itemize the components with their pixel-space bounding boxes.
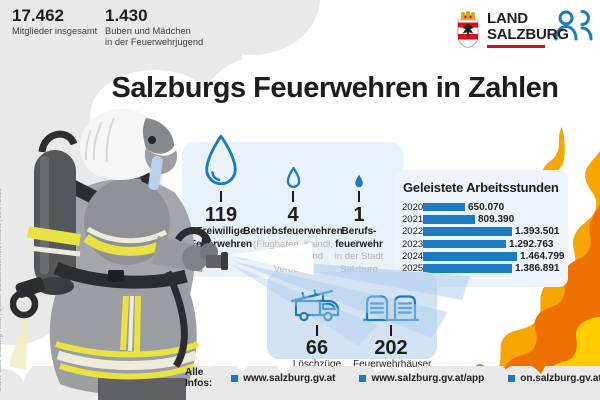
link-bullet-icon [508, 374, 516, 382]
chart-year-label: 2021 [402, 213, 424, 225]
chart-bar [423, 252, 517, 261]
link-on-salzburg-gv-at[interactable]: on.salzburg.gv.at [508, 373, 600, 384]
footer-links: Alle Infos: www.salzburg.gv.at www.salzb… [185, 367, 600, 389]
link-bullet-icon [231, 374, 239, 382]
footer-label: Alle Infos: [185, 367, 213, 389]
chart-value-label: 1.292.763 [509, 238, 554, 250]
professional-count: 1 [353, 204, 365, 226]
water-drop-icon [205, 134, 237, 186]
connector-line [358, 191, 360, 202]
link-salzburg-gv-at[interactable]: www.salzburg.gv.at [231, 373, 335, 384]
chart-value-label: 650.070 [468, 201, 505, 213]
water-drop-tiny-icon [355, 174, 363, 188]
equipment-panel: 66 Löschzüge 202 Feuerwehrhäuser [267, 272, 437, 370]
chart-bar [423, 264, 512, 273]
link-bullet-icon [359, 374, 367, 382]
members-total-value: 17.462 [12, 6, 64, 25]
logo-line1: LAND [487, 10, 528, 27]
connector-line [390, 325, 392, 336]
connector-line [292, 191, 294, 202]
chart-row: 2024 1.464.799 [402, 250, 568, 262]
youth-label-line2: in der Feuerwehrjugend [105, 36, 204, 47]
chart-value-label: 1.464.799 [520, 250, 565, 262]
page-title: Salzburgs Feuerwehren in Zahlen [111, 72, 560, 104]
stations-stat: 202 Feuerwehrhäuser [353, 272, 431, 371]
chart-title: Geleistete Arbeitsstunden [403, 180, 559, 195]
chart-rows: 2020 650.070 2021 809.390 2022 1.393.501 2023 1… [394, 201, 568, 275]
fire-truck-icon [290, 289, 340, 322]
connector-line [316, 325, 318, 336]
fire-station-icon [363, 295, 419, 322]
chart-row: 2021 809.390 [402, 213, 568, 225]
credit-text: Grafik: Land Salzburg / LMZ | Quelle: La… [0, 188, 3, 392]
members-total-label: Mitglieder insgesamt [12, 26, 98, 36]
members-stats-box: 17.462 Mitglieder insgesamt 1.430 Buben … [0, 0, 593, 49]
water-drop-small-icon [286, 167, 300, 188]
vehicles-stat: 66 Löschzüge [275, 272, 359, 371]
professional-brigade: 1 Berufs- feuerwehr in der Stadt Salzbur… [327, 142, 391, 276]
land-salzburg-logo: LAND SALZBURG [455, 11, 569, 49]
chart-value-label: 1.386.891 [515, 263, 560, 275]
vehicles-count: 66 [305, 337, 329, 359]
youth-label-line1: Buben und Mädchen [105, 26, 191, 36]
link-salzburg-gv-at-app[interactable]: www.salzburg.gv.at/app [359, 373, 484, 384]
logo-line2: SALZBURG [487, 25, 569, 43]
firefighter-illustration [10, 108, 228, 400]
chart-bar [423, 215, 475, 224]
chart-value-label: 1.393.501 [515, 226, 560, 238]
chart-bar [423, 202, 465, 212]
company-count: 4 [287, 204, 299, 226]
chart-row: 2023 1.292.763 [402, 238, 568, 250]
youth-value: 1.430 [105, 6, 148, 25]
connector-line [220, 191, 222, 202]
chart-year-label: 2023 [402, 238, 424, 250]
youth-group-icon [554, 10, 593, 41]
chart-value-label: 809.390 [478, 213, 515, 225]
volunteer-brigades: 119 Freiwillige Feuerwehren [184, 134, 258, 251]
chart-bar [423, 239, 506, 249]
work-hours-chart: Geleistete Arbeitsstunden 2020 650.070 202… [394, 170, 568, 287]
chart-year-label: 2024 [402, 250, 424, 262]
logo-red-underline [487, 45, 545, 48]
chart-year-label: 2020 [402, 201, 424, 213]
chart-year-label: 2022 [402, 226, 424, 238]
chart-bar [423, 227, 512, 236]
land-salzburg-crest-icon [457, 11, 479, 48]
stations-count: 202 [374, 337, 408, 359]
volunteer-count: 119 [204, 204, 238, 226]
chart-row: 2020 650.070 [402, 201, 568, 213]
chart-row: 2022 1.393.501 [402, 226, 568, 238]
